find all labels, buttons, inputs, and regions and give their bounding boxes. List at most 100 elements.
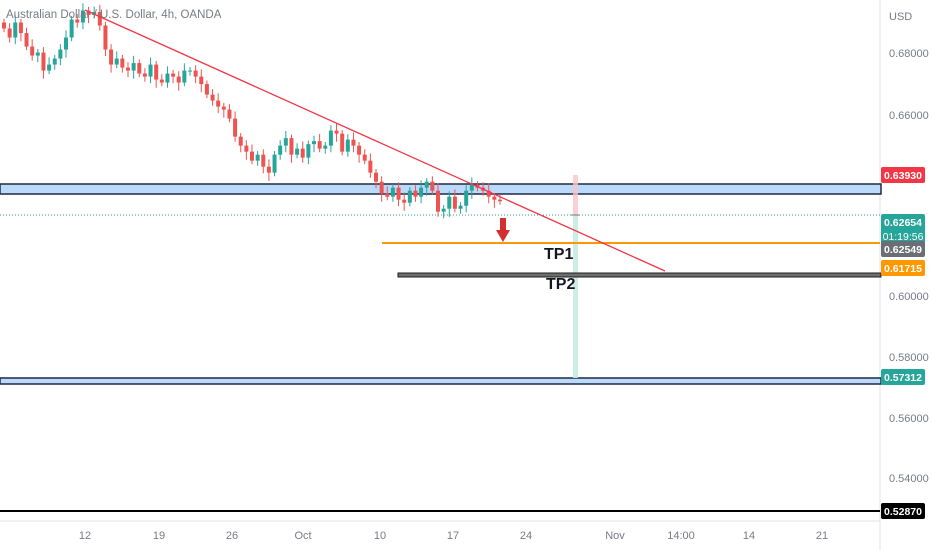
candle bbox=[283, 130, 288, 153]
candle-body bbox=[300, 148, 305, 158]
candle-body bbox=[210, 94, 215, 101]
candle bbox=[103, 21, 108, 57]
candle-body bbox=[69, 19, 74, 38]
candle-body bbox=[424, 181, 429, 188]
candle bbox=[295, 143, 300, 159]
candle bbox=[188, 66, 192, 76]
candle bbox=[323, 142, 328, 154]
candle bbox=[154, 60, 159, 88]
time-tick-label: 19 bbox=[153, 530, 165, 542]
price-axis[interactable]: USD 0.68000 0.66000 0.60000 0.58000 0.56000 0.… bbox=[889, 11, 929, 485]
candle bbox=[374, 169, 378, 189]
candle bbox=[452, 189, 457, 213]
candle-body bbox=[323, 145, 328, 149]
candle bbox=[407, 187, 412, 207]
candle-body bbox=[2, 22, 6, 29]
candle bbox=[289, 134, 294, 163]
candle-body bbox=[148, 64, 153, 77]
candle bbox=[255, 151, 260, 166]
candle bbox=[357, 142, 362, 163]
candle-body bbox=[114, 58, 119, 65]
candle bbox=[148, 57, 153, 84]
price-tag-tp2: 0.61715 bbox=[881, 260, 925, 276]
price-tag-countdown: 01:19:56 bbox=[883, 231, 924, 243]
price-tag-bg bbox=[881, 167, 925, 183]
candle-body bbox=[447, 196, 452, 209]
candle-body bbox=[379, 181, 384, 194]
candle-body bbox=[396, 187, 401, 200]
candle-body bbox=[41, 52, 46, 71]
price-tag-current: 0.62654 01:19:56 bbox=[881, 214, 925, 244]
candle-body bbox=[75, 19, 80, 23]
candle-body bbox=[407, 190, 412, 203]
candle bbox=[142, 68, 147, 82]
candle-body bbox=[469, 184, 474, 191]
position-target-box[interactable] bbox=[573, 215, 578, 378]
candle bbox=[312, 135, 316, 153]
tp2-line[interactable] bbox=[397, 272, 882, 278]
chart-title: Australian Dollar / U.S. Dollar, 4h, OAN… bbox=[6, 9, 222, 21]
candle bbox=[193, 65, 198, 84]
candle-body bbox=[374, 172, 378, 182]
candle bbox=[171, 69, 176, 84]
candle-body bbox=[233, 118, 238, 137]
candle-body bbox=[64, 37, 68, 50]
candle bbox=[216, 93, 221, 114]
position-stop-box[interactable] bbox=[573, 175, 578, 215]
candle bbox=[120, 54, 125, 73]
candle bbox=[340, 130, 345, 156]
candle bbox=[244, 140, 249, 160]
candle-body bbox=[7, 28, 12, 38]
candle bbox=[97, 4, 102, 31]
candle bbox=[464, 185, 469, 213]
candle bbox=[52, 54, 57, 70]
candle bbox=[227, 104, 232, 123]
trendline[interactable] bbox=[84, 9, 666, 272]
candle-body bbox=[458, 205, 463, 209]
support-zone[interactable] bbox=[0, 377, 882, 385]
candle-body bbox=[312, 141, 316, 145]
candle bbox=[41, 47, 46, 79]
candle-body bbox=[272, 154, 277, 173]
candle-body bbox=[238, 136, 243, 146]
candle bbox=[424, 178, 429, 196]
candle-body bbox=[58, 49, 63, 59]
candle-body bbox=[35, 52, 40, 56]
candle-body bbox=[486, 190, 491, 197]
candle bbox=[30, 39, 35, 61]
candle bbox=[2, 18, 6, 33]
candle bbox=[419, 180, 424, 204]
candle-body bbox=[390, 187, 395, 197]
candle-body bbox=[402, 199, 407, 203]
time-tick-label: 17 bbox=[447, 530, 459, 542]
candle-body bbox=[306, 144, 311, 158]
candle-body bbox=[340, 133, 345, 152]
price-tag-bg bbox=[881, 260, 925, 276]
candle bbox=[345, 134, 350, 157]
candle bbox=[233, 111, 238, 142]
candle-body bbox=[204, 84, 209, 95]
candle bbox=[7, 23, 12, 43]
candle bbox=[47, 57, 52, 75]
candle-body bbox=[126, 67, 130, 71]
candle bbox=[58, 44, 63, 66]
candle bbox=[18, 18, 23, 42]
candle-body bbox=[80, 10, 85, 23]
candle bbox=[385, 186, 390, 201]
candle bbox=[469, 177, 474, 199]
candle-body bbox=[295, 148, 300, 155]
candle-body bbox=[430, 181, 435, 191]
time-axis[interactable]: 12 19 26 Oct 10 17 24 Nov 14:00 14 21 bbox=[79, 530, 828, 542]
candle bbox=[221, 102, 226, 118]
price-tag-tp1: 0.62549 bbox=[881, 241, 925, 257]
candle bbox=[114, 51, 119, 69]
candle bbox=[126, 62, 130, 78]
candle bbox=[159, 74, 164, 87]
resistance-zone[interactable] bbox=[0, 183, 882, 195]
candle-body bbox=[244, 145, 249, 152]
candle-body bbox=[261, 154, 266, 167]
candle-body bbox=[227, 109, 232, 119]
candle-body bbox=[188, 70, 192, 72]
price-tags: 0.63930 0.62654 01:19:560.62549 0.61715 0.57… bbox=[881, 167, 925, 519]
